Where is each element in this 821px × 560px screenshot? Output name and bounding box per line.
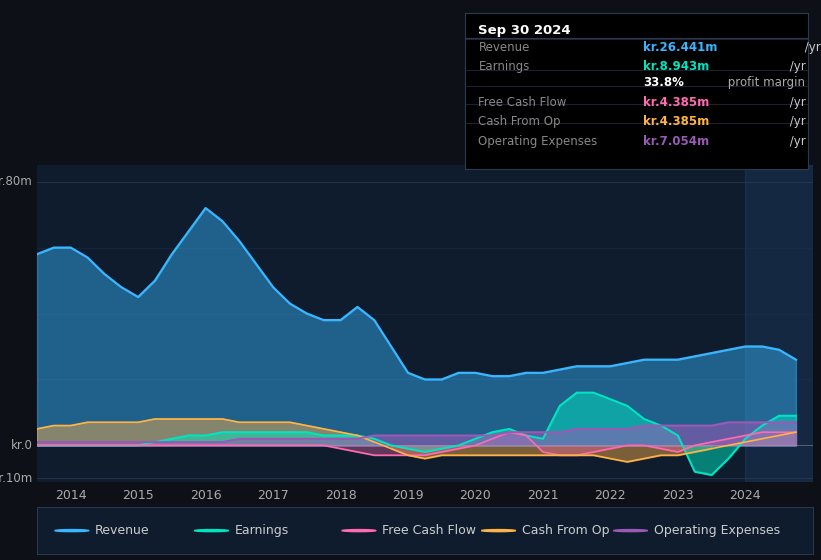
Text: /yr: /yr bbox=[786, 135, 805, 148]
Text: kr.7.054m: kr.7.054m bbox=[643, 135, 709, 148]
Text: profit margin: profit margin bbox=[724, 76, 805, 88]
Text: kr.0: kr.0 bbox=[11, 439, 33, 452]
Circle shape bbox=[55, 530, 89, 531]
Text: kr.4.385m: kr.4.385m bbox=[643, 115, 709, 128]
Text: Free Cash Flow: Free Cash Flow bbox=[383, 524, 476, 537]
Text: kr.8.943m: kr.8.943m bbox=[643, 60, 709, 73]
Text: Earnings: Earnings bbox=[235, 524, 289, 537]
Text: /yr: /yr bbox=[786, 96, 805, 109]
Text: kr.4.385m: kr.4.385m bbox=[643, 96, 709, 109]
Text: /yr: /yr bbox=[786, 115, 805, 128]
Circle shape bbox=[481, 530, 516, 531]
Text: Cash From Op: Cash From Op bbox=[522, 524, 609, 537]
Text: Revenue: Revenue bbox=[95, 524, 149, 537]
Circle shape bbox=[613, 530, 648, 531]
Text: kr.26.441m: kr.26.441m bbox=[643, 41, 718, 54]
Text: /yr: /yr bbox=[801, 41, 821, 54]
Circle shape bbox=[195, 530, 228, 531]
Text: Free Cash Flow: Free Cash Flow bbox=[479, 96, 566, 109]
Text: kr.80m: kr.80m bbox=[0, 175, 33, 188]
Text: Operating Expenses: Operating Expenses bbox=[479, 135, 598, 148]
Text: Cash From Op: Cash From Op bbox=[479, 115, 561, 128]
Text: Operating Expenses: Operating Expenses bbox=[654, 524, 780, 537]
Text: Revenue: Revenue bbox=[479, 41, 530, 54]
Bar bbox=[745, 165, 813, 482]
Text: Earnings: Earnings bbox=[479, 60, 530, 73]
Text: /yr: /yr bbox=[786, 60, 805, 73]
Text: 33.8%: 33.8% bbox=[643, 76, 684, 88]
Text: Sep 30 2024: Sep 30 2024 bbox=[479, 24, 571, 38]
Circle shape bbox=[342, 530, 376, 531]
Text: -kr.10m: -kr.10m bbox=[0, 472, 33, 485]
